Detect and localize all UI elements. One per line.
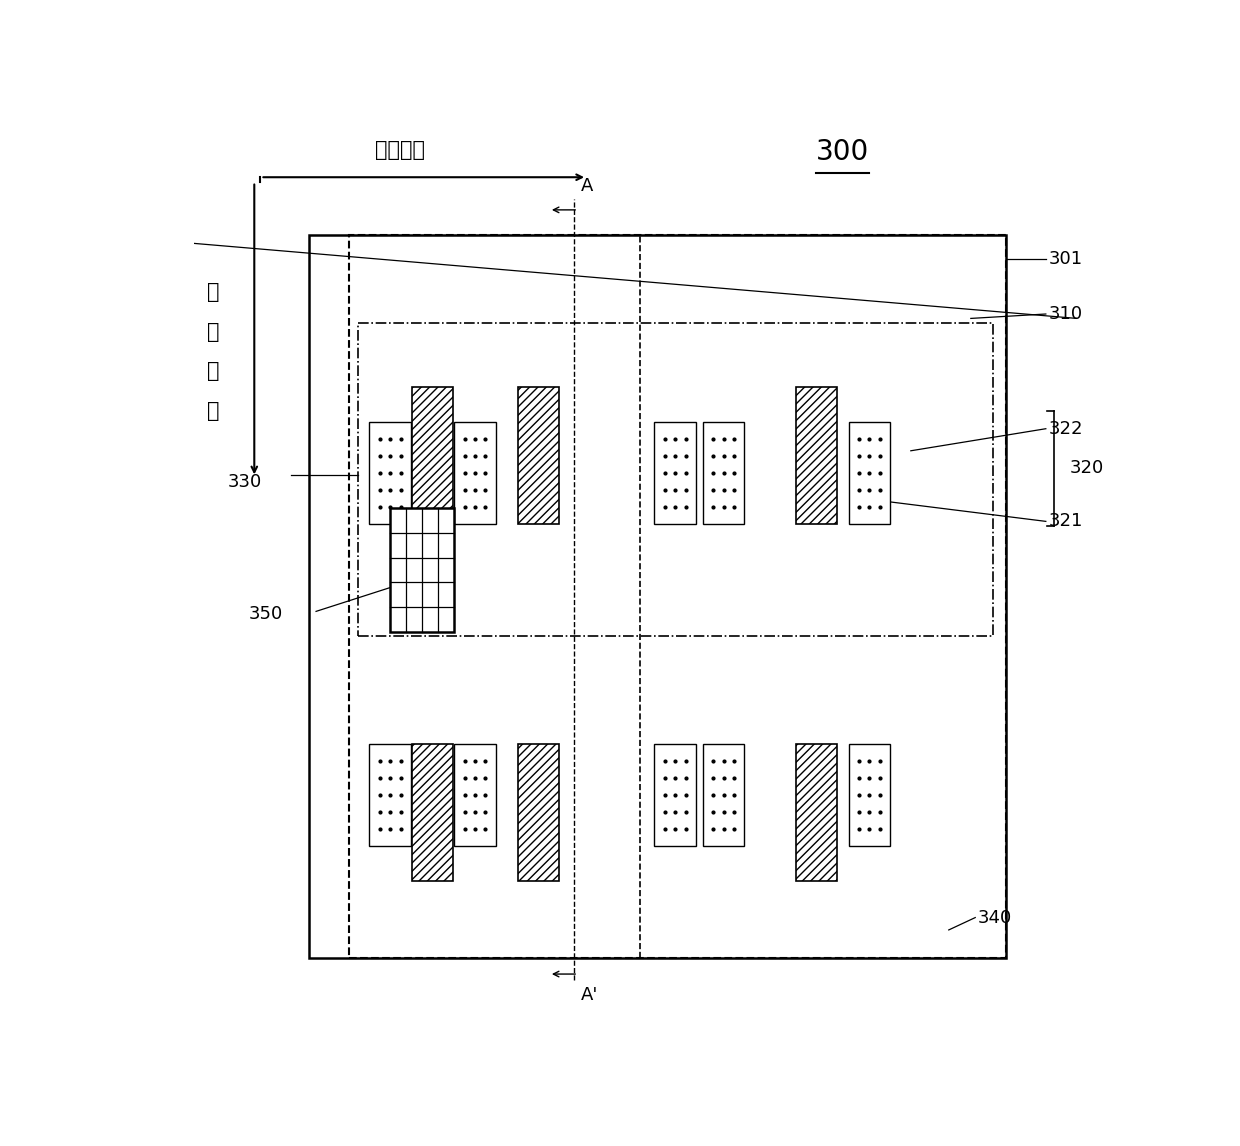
Bar [454,744,496,846]
Text: 330: 330 [228,472,262,490]
Bar [357,323,993,636]
Text: 一: 一 [207,322,219,342]
Text: 321: 321 [1049,512,1083,531]
Text: 310: 310 [1049,305,1083,323]
Bar [454,422,496,524]
Text: 350: 350 [249,605,283,623]
Bar [412,744,454,881]
Text: 320: 320 [1070,460,1104,478]
Text: A': A' [580,987,598,1004]
Bar [703,744,744,846]
Bar [655,422,696,524]
Text: 322: 322 [1049,419,1083,438]
Text: 方: 方 [207,361,219,382]
Bar [412,387,454,524]
Bar [796,744,837,881]
Text: 301: 301 [1049,250,1083,268]
Bar [391,508,454,631]
Bar [848,422,890,524]
Text: 340: 340 [978,909,1012,927]
Text: 300: 300 [816,138,869,166]
Bar [796,387,837,524]
Bar [517,387,559,524]
Bar [703,422,744,524]
Bar [309,235,1006,958]
Bar [517,744,559,881]
Bar [348,235,1006,958]
Text: 第: 第 [207,282,219,301]
Bar [370,744,410,846]
Text: 向: 向 [207,401,219,421]
Text: A: A [580,176,593,195]
Text: 第二方向: 第二方向 [376,140,425,159]
Bar [655,744,696,846]
Bar [370,422,410,524]
Bar [848,744,890,846]
